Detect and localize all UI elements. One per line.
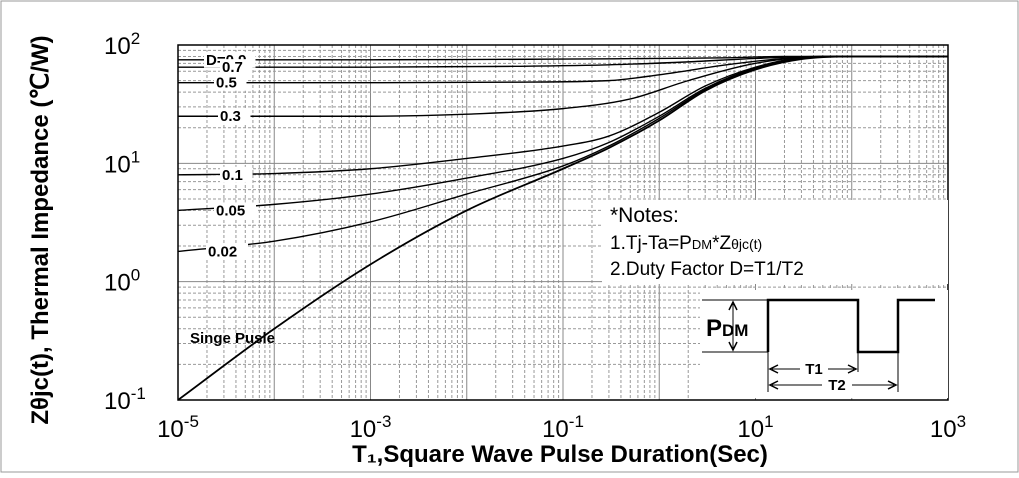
series-label: 0.7 (222, 59, 243, 76)
series-label-bg (214, 202, 256, 219)
t1-arrow-right (847, 364, 858, 374)
series-label: 0.05 (216, 202, 245, 219)
y-tick-base: 10 (104, 151, 131, 178)
t1-arrow-left (768, 364, 779, 374)
pdm-label: PDM (706, 315, 748, 342)
y-tick-exponent: 2 (131, 29, 140, 48)
y-tick-label: 102 (104, 29, 140, 60)
series-label: 0.02 (208, 243, 237, 260)
series-label-bg (214, 74, 247, 91)
series-label: 0.5 (216, 75, 237, 92)
pdm-label-main: P (706, 315, 722, 342)
t1-label: T1 (805, 361, 823, 378)
y-tick-label: 101 (104, 147, 140, 178)
x-tick-base: 10 (737, 416, 764, 443)
y-tick-exponent: 1 (131, 147, 140, 166)
x-tick-exponent: 3 (957, 412, 966, 431)
x-tick-base: 10 (930, 416, 957, 443)
y-tick-base: 10 (104, 388, 131, 415)
series-label-bg (220, 166, 253, 183)
x-tick-label: 101 (737, 412, 773, 443)
y-axis-title: Zθjc(t), Thermal Impedance (℃/W) (27, 35, 54, 424)
y-tick-label: 100 (104, 266, 140, 297)
pdm-label-sub: DM (722, 321, 748, 340)
note-1-mid: *Z (712, 233, 731, 254)
x-tick-base: 10 (542, 416, 569, 443)
series-line (177, 55, 948, 401)
note-1: 1.Tj-Ta=PDM*Zθjc(t) (610, 233, 762, 254)
pdm-arrow-up (728, 300, 738, 311)
notes-title: *Notes: (610, 204, 679, 227)
series-label-bg (218, 108, 251, 125)
series-label-bg (220, 59, 253, 76)
note-1-sub: DM (692, 237, 712, 252)
note-1-theta: θjc(t) (731, 236, 762, 252)
y-tick-label: 10-1 (104, 384, 146, 415)
pdm-arrow-down (728, 341, 738, 352)
x-tick-label: 10-3 (350, 412, 392, 443)
x-tick-exponent: -1 (569, 412, 584, 431)
x-axis-title: T₁,Square Wave Pulse Duration(Sec) (352, 441, 768, 468)
t2-label: T2 (828, 377, 846, 394)
x-tick-label: 10-1 (542, 412, 584, 443)
t2-label-bg (822, 377, 852, 393)
y-tick-exponent: -1 (131, 384, 146, 403)
y-tick-exponent: 0 (131, 266, 140, 285)
y-tick-base: 10 (104, 33, 131, 60)
notes-background (602, 200, 948, 284)
t2-arrow-right (887, 380, 898, 390)
series-label: 0.3 (220, 108, 241, 125)
t1-label-bg (800, 361, 828, 377)
x-tick-label: 103 (930, 412, 966, 443)
t2-arrow-left (768, 380, 779, 390)
series-label-bg (206, 243, 248, 260)
x-tick-exponent: 1 (764, 412, 773, 431)
x-tick-exponent: -5 (184, 412, 199, 431)
x-tick-label: 10-5 (157, 412, 199, 443)
x-tick-base: 10 (350, 416, 377, 443)
note-2: 2.Duty Factor D=T1/T2 (610, 259, 804, 280)
x-tick-base: 10 (157, 416, 184, 443)
note-1-prefix: 1.Tj-Ta=P (610, 233, 692, 254)
series-label: 0.1 (222, 167, 243, 184)
x-tick-exponent: -3 (376, 412, 391, 431)
series-label: Singe Pusle (190, 330, 275, 347)
y-tick-base: 10 (104, 270, 131, 297)
